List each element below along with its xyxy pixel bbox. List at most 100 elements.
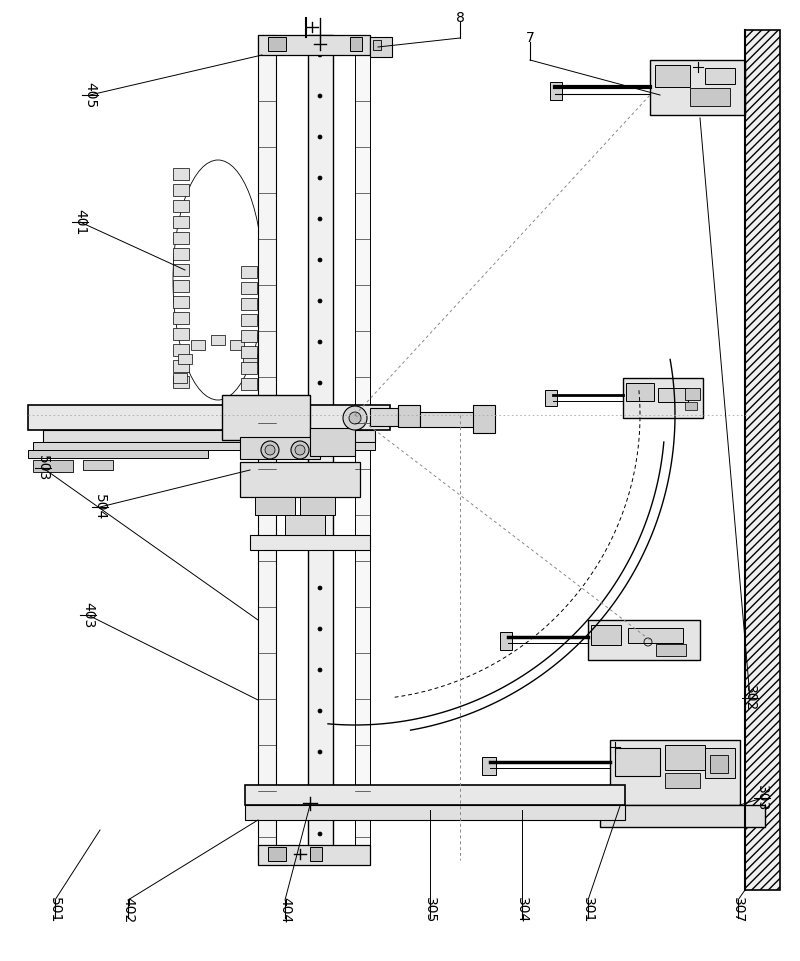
Bar [241, 346, 257, 358]
Text: 302: 302 [743, 685, 757, 711]
Bar [550, 82, 562, 100]
Circle shape [318, 791, 322, 795]
Bar [650, 60, 745, 115]
Bar [173, 216, 189, 228]
Bar [43, 430, 375, 442]
Bar [482, 757, 496, 775]
Circle shape [318, 750, 322, 754]
Circle shape [349, 412, 361, 424]
Bar [268, 37, 286, 51]
Bar [173, 344, 189, 356]
Bar [685, 388, 700, 400]
Circle shape [343, 406, 367, 430]
Bar [250, 535, 370, 550]
Bar [33, 460, 73, 472]
Circle shape [318, 709, 322, 713]
Text: 304: 304 [515, 897, 529, 924]
Bar [173, 373, 187, 383]
Circle shape [318, 627, 322, 631]
Bar [690, 88, 730, 106]
Circle shape [318, 586, 322, 590]
Circle shape [318, 176, 322, 180]
Bar [745, 30, 780, 890]
Bar [173, 264, 189, 276]
Bar [600, 805, 765, 827]
Bar [355, 35, 370, 855]
Bar [610, 740, 740, 805]
Bar [241, 266, 257, 278]
Text: 301: 301 [581, 897, 595, 924]
Bar [173, 184, 189, 196]
Circle shape [318, 381, 322, 385]
Bar [285, 515, 325, 535]
Bar [173, 248, 189, 260]
Circle shape [318, 422, 322, 426]
Circle shape [291, 441, 309, 459]
Bar [591, 625, 621, 645]
Bar [626, 383, 654, 401]
Bar [173, 168, 189, 180]
Circle shape [318, 53, 322, 57]
Bar [240, 462, 360, 497]
Bar [230, 340, 244, 350]
Bar [173, 296, 189, 308]
Text: 403: 403 [81, 602, 95, 628]
Circle shape [318, 217, 322, 221]
Circle shape [318, 504, 322, 508]
Bar [240, 437, 320, 459]
Bar [173, 328, 189, 340]
Bar [28, 405, 390, 430]
Bar [241, 378, 257, 390]
Circle shape [318, 545, 322, 549]
Bar [500, 632, 512, 650]
Text: 401: 401 [73, 209, 87, 235]
Bar [300, 497, 335, 515]
Bar [655, 65, 690, 87]
Bar [370, 37, 392, 57]
Bar [420, 412, 475, 427]
Bar [710, 755, 728, 773]
Bar [241, 362, 257, 374]
Bar [241, 314, 257, 326]
Text: 504: 504 [93, 494, 107, 520]
Bar [658, 388, 688, 402]
Text: 404: 404 [278, 897, 292, 924]
Text: 8: 8 [455, 11, 465, 25]
Bar [173, 200, 189, 212]
Bar [173, 360, 189, 372]
Bar [173, 280, 189, 292]
Bar [191, 340, 205, 350]
Circle shape [261, 441, 279, 459]
Circle shape [318, 340, 322, 344]
Bar [370, 408, 398, 426]
Bar [258, 35, 276, 855]
Bar [350, 37, 362, 51]
Bar [588, 620, 700, 660]
Bar [685, 402, 697, 410]
Bar [310, 847, 322, 861]
Bar [245, 785, 625, 805]
Text: 405: 405 [83, 82, 97, 109]
Bar [258, 35, 370, 55]
Bar [173, 376, 189, 388]
Bar [173, 232, 189, 244]
Bar [211, 335, 225, 345]
Bar [255, 497, 295, 515]
Bar [241, 282, 257, 294]
Circle shape [318, 258, 322, 262]
Text: 402: 402 [121, 897, 135, 924]
Bar [241, 298, 257, 310]
Text: 503: 503 [36, 455, 50, 481]
Bar [665, 745, 705, 770]
Bar [178, 354, 192, 364]
Text: 303: 303 [755, 785, 769, 811]
Text: 501: 501 [48, 897, 62, 924]
Bar [28, 450, 208, 458]
Bar [258, 845, 370, 865]
Bar [545, 390, 557, 406]
Circle shape [318, 832, 322, 836]
Circle shape [318, 135, 322, 139]
Circle shape [318, 299, 322, 303]
Circle shape [265, 445, 275, 455]
Bar [173, 312, 189, 324]
